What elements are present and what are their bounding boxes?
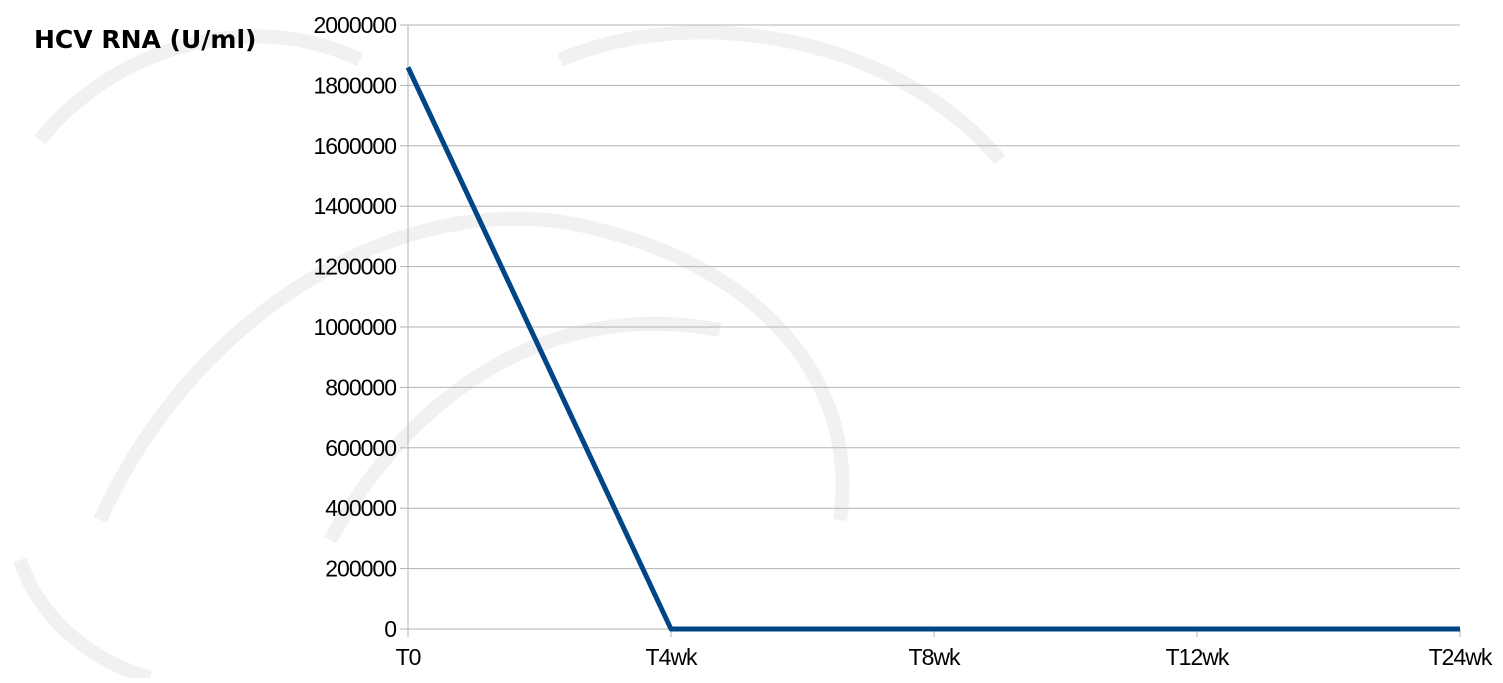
y-tick-label: 1200000: [313, 254, 396, 280]
x-tick-label: T0: [396, 644, 421, 670]
y-tick-label: 1600000: [313, 133, 396, 159]
x-tick-label: T24wk: [1429, 644, 1493, 670]
series-lines: [405, 66, 1460, 632]
x-tick-labels: T0 T4wk T8wk T12wk T24wk: [396, 644, 1494, 670]
y-tick-label: 600000: [325, 435, 396, 461]
x-tick-label: T8wk: [909, 644, 961, 670]
y-tick-label: 200000: [325, 556, 396, 582]
x-tick-label: T12wk: [1166, 644, 1230, 670]
y-axis-label: HCV RNA (U/ml): [34, 25, 256, 54]
y-tick-label: 400000: [325, 495, 396, 521]
series-line: [405, 66, 1460, 632]
y-tick-label: 1400000: [313, 193, 396, 219]
y-tick-label: 800000: [325, 374, 396, 400]
gridlines: [408, 24, 1460, 570]
y-tick-label: 1000000: [313, 314, 396, 340]
y-tick-label: 2000000: [313, 12, 396, 38]
background-watermark: [13, 25, 1006, 683]
y-tick-label: 0: [384, 616, 396, 642]
y-tick-labels: 0 200000 400000 600000 800000 1000000 1200000 1…: [313, 12, 397, 642]
y-tick-label: 1800000: [313, 72, 396, 98]
x-tick-label: T4wk: [646, 644, 698, 670]
